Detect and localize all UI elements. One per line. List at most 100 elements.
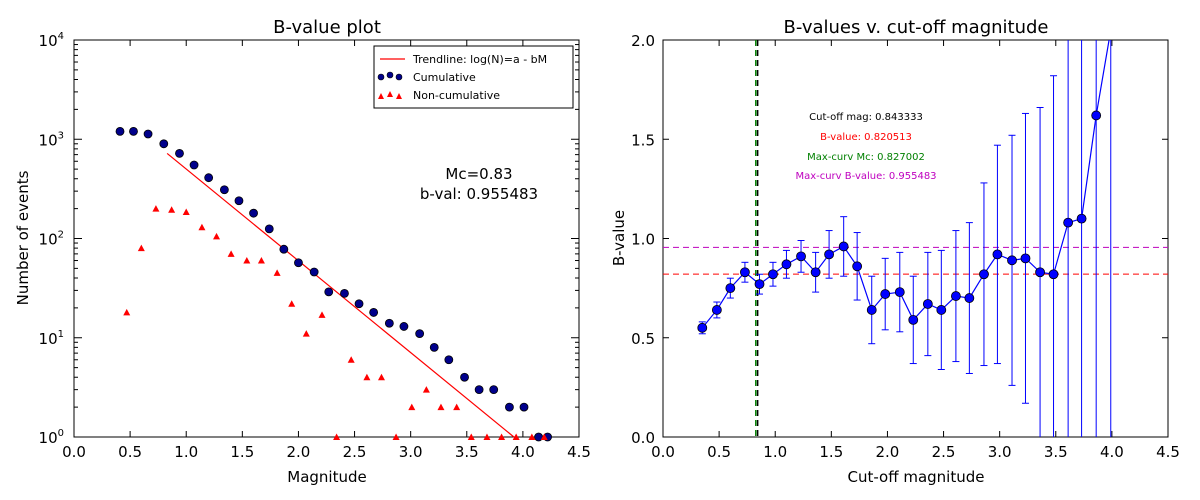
left-y-axis: 100 101 102 103 104 — [39, 31, 579, 447]
bvalue-series — [697, 40, 1112, 437]
non-cumulative-point — [288, 300, 296, 307]
bvalue-point — [838, 241, 849, 252]
bvalue-point — [796, 251, 806, 262]
non-cumulative-point — [243, 257, 251, 264]
cumulative-point — [429, 342, 439, 352]
cumulative-point — [489, 385, 499, 395]
non-cumulative-point — [498, 433, 506, 440]
bvalue-point — [894, 287, 905, 297]
right-x-tick-label: 4.5 — [1156, 443, 1180, 461]
non-cumulative-point — [422, 386, 430, 393]
left-x-tick-label: 0.5 — [118, 443, 142, 461]
bvalue-point — [740, 267, 750, 278]
cumulative-point — [474, 385, 484, 395]
cumulative-point — [143, 129, 153, 139]
right-x-tick-label: 1.5 — [819, 443, 843, 461]
non-cumulative-point — [512, 433, 520, 440]
non-cumulative-point — [198, 223, 206, 231]
cumulative-point — [264, 224, 274, 234]
cumulative-point — [249, 208, 258, 218]
non-cumulative-point — [168, 206, 176, 213]
cumulative-point — [175, 149, 184, 158]
cumulative-point — [189, 160, 199, 170]
left-y-tick-label: 104 — [39, 31, 64, 50]
legend-noncumulative-swatch — [378, 91, 402, 99]
legend-cumulative-label: Cumulative — [413, 71, 476, 84]
legend-trendline-label: Trendline: log(N)=a - bM — [412, 53, 547, 66]
bvalue-point — [1035, 267, 1045, 278]
bvalue-point — [852, 261, 863, 272]
bvalue-point — [768, 269, 778, 280]
left-x-tick-label: 4.0 — [511, 443, 535, 461]
bvalue-point — [754, 279, 765, 290]
non-cumulative-point — [347, 356, 355, 363]
left-x-axis-label: Magnitude — [287, 468, 366, 486]
left-x-tick-label: 2.0 — [287, 443, 311, 461]
bvalue-point — [992, 249, 1003, 260]
right-y-tick-label: 1.0 — [631, 231, 655, 249]
right-x-tick-label: 0.5 — [707, 443, 731, 461]
legend-cumulative-swatch — [377, 71, 403, 81]
left-x-tick-label: 2.5 — [343, 443, 367, 461]
non-cumulative-point — [467, 433, 475, 440]
left-x-tick-label: 1.0 — [174, 443, 198, 461]
cumulative-point — [369, 308, 379, 317]
right-chart-title: B-values v. cut-off magnitude — [783, 17, 1048, 38]
maxcurv-bvalue-annotation: Max-curv B-value: 0.955483 — [795, 171, 936, 182]
left-y-tick-label: 103 — [39, 130, 64, 149]
left-x-tick-label: 4.5 — [567, 443, 591, 461]
non-cumulative-point — [152, 205, 160, 212]
non-cumulative-point — [213, 232, 221, 240]
bvalue-point — [1091, 110, 1102, 121]
legend: Trendline: log(N)=a - bM Cumulative Non-… — [373, 45, 574, 109]
cumulative-point — [129, 126, 138, 136]
non-cumulative-point — [540, 433, 548, 440]
right-x-tick-label: 1.0 — [763, 443, 787, 461]
non-cumulative-point — [437, 403, 445, 411]
bvalue-point — [1048, 269, 1059, 280]
left-x-tick-label: 3.5 — [455, 443, 479, 461]
cutoff-mag-annotation: Cut-off mag: 0.843333 — [809, 112, 923, 123]
non-cumulative-point — [363, 373, 371, 381]
cumulative-point — [279, 244, 289, 254]
cumulative-point — [354, 299, 364, 309]
cumulative-point — [399, 322, 409, 331]
right-x-tick-label: 0.0 — [651, 443, 675, 461]
right-x-axis-label: Cut-off magnitude — [848, 468, 985, 486]
right-x-tick-label: 3.5 — [1044, 443, 1068, 461]
bvalue-point — [1076, 213, 1087, 224]
right-y-tick-label: 0.0 — [631, 429, 655, 447]
non-cumulative-point — [273, 269, 281, 276]
non-cumulative-point — [408, 403, 416, 411]
non-cumulative-point — [318, 311, 326, 318]
non-cumulative-point — [257, 257, 265, 264]
left-y-tick-label: 102 — [39, 230, 64, 249]
mc-annotation: Mc=0.83 — [445, 165, 512, 183]
cumulative-point — [340, 288, 349, 298]
bvalue-point — [866, 305, 877, 315]
left-y-axis-label: Number of events — [14, 170, 32, 305]
right-y-tick-label: 0.5 — [631, 330, 655, 348]
bvalue-point — [725, 283, 736, 294]
cumulative-point — [384, 318, 394, 328]
bval-annotation: b-val: 0.955483 — [420, 185, 538, 203]
right-x-tick-label: 2.0 — [876, 443, 900, 461]
left-y-tick-label: 101 — [39, 329, 64, 348]
left-x-tick-label: 3.0 — [399, 443, 423, 461]
bvalue-point — [936, 305, 947, 315]
cumulative-point — [505, 402, 514, 412]
right-x-tick-label: 4.0 — [1100, 443, 1124, 461]
cumulative-point — [324, 287, 334, 297]
bvalue-point — [880, 289, 891, 299]
non-cumulative-point — [483, 433, 491, 440]
non-cumulative-point — [528, 433, 536, 440]
right-y-tick-label: 1.5 — [631, 131, 655, 149]
cumulative-point — [294, 258, 303, 268]
bvalue-point — [697, 322, 708, 333]
non-cumulative-point — [123, 308, 131, 316]
cumulative-point — [219, 185, 229, 195]
non-cumulative-point — [137, 244, 145, 252]
cumulative-point — [234, 196, 244, 206]
non-cumulative-point — [302, 330, 310, 337]
